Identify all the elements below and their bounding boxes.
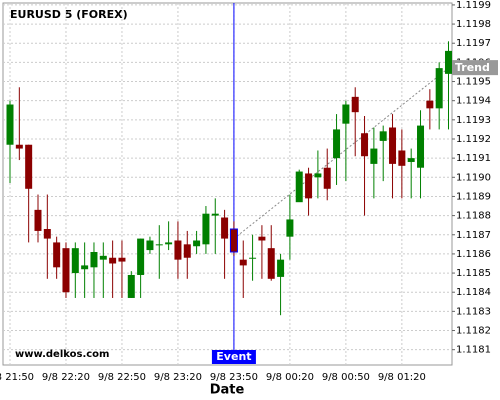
- y-tick-label: 1.1188: [456, 211, 491, 222]
- event-label-box: [211, 350, 256, 364]
- candle-body: [211, 213, 219, 216]
- candle-body: [71, 248, 79, 274]
- x-tick-label: 9/8 00:20: [266, 372, 314, 383]
- y-tick-label: 1.1190: [456, 172, 491, 183]
- candle-body: [221, 217, 229, 239]
- candle-body: [15, 144, 23, 149]
- trend-label-box: [452, 60, 498, 76]
- y-tick-label: 1.1187: [456, 230, 491, 241]
- y-tick-label: 1.1184: [456, 287, 491, 298]
- y-tick-label: 1.1192: [456, 134, 491, 145]
- y-tick-label: 1.1193: [456, 115, 491, 126]
- candle-body: [81, 265, 89, 270]
- candle-body: [333, 129, 341, 159]
- candle-body: [174, 240, 182, 260]
- candle-body: [118, 257, 126, 262]
- y-tick-label: 1.1199: [456, 0, 491, 11]
- x-axis-label: Date: [210, 383, 245, 398]
- candle-body: [62, 248, 70, 293]
- candle-body: [361, 133, 369, 157]
- candle-body: [314, 173, 322, 178]
- candle-body: [277, 259, 285, 277]
- candle-body: [109, 257, 117, 264]
- candle-body: [351, 96, 359, 113]
- candle-body: [25, 144, 33, 189]
- candle-body: [183, 244, 191, 258]
- y-tick-label: 1.1195: [456, 77, 491, 88]
- x-tick-label: 9/8 23:20: [154, 372, 202, 383]
- candle-body: [258, 236, 266, 241]
- candle-body: [155, 244, 163, 246]
- candle-body: [370, 148, 378, 164]
- candle-body: [426, 100, 434, 109]
- candle-body: [445, 50, 453, 74]
- trend-label: Trend: [455, 61, 490, 74]
- y-tick-label: 1.1198: [456, 19, 491, 30]
- y-tick-label: 1.1181: [456, 345, 491, 356]
- candle-body: [193, 240, 201, 247]
- x-tick-label: 9/8 01:20: [378, 372, 426, 383]
- candle-body: [239, 259, 247, 266]
- candle-body: [286, 219, 294, 237]
- x-tick-label: 9/8 22:20: [42, 372, 90, 383]
- y-tick-label: 1.1182: [456, 326, 491, 337]
- candle-body: [202, 213, 210, 245]
- y-tick-label: 1.1191: [456, 153, 491, 164]
- candle-body: [165, 242, 173, 245]
- candle-body: [127, 274, 135, 298]
- candle-body: [43, 229, 51, 239]
- x-tick-label: 9/8 21:50: [0, 372, 34, 383]
- y-tick-label: 1.1194: [456, 96, 491, 107]
- y-tick-label: 1.1183: [456, 306, 491, 317]
- candle-body: [398, 150, 406, 166]
- x-tick-label: 9/8 22:50: [98, 372, 146, 383]
- candle-body: [389, 127, 397, 164]
- candle-body: [305, 173, 313, 199]
- y-tick-label: 1.1189: [456, 191, 491, 202]
- candle-body: [249, 257, 257, 259]
- candle-body: [146, 240, 154, 251]
- candle-body: [379, 131, 387, 141]
- candle-body: [90, 251, 98, 268]
- candle-body: [6, 104, 14, 145]
- trend-line: [233, 67, 449, 239]
- candle-body: [137, 238, 145, 275]
- candle-body: [435, 68, 443, 109]
- candle-body: [342, 104, 350, 124]
- watermark: www.delkos.com: [15, 349, 109, 360]
- candle-body: [99, 255, 107, 260]
- candle-body: [323, 167, 331, 189]
- candle-body: [295, 171, 303, 203]
- candle-body: [407, 158, 415, 162]
- event-label: Event: [216, 350, 251, 363]
- y-tick-label: 1.1186: [456, 249, 491, 260]
- y-tick-label: 1.1197: [456, 38, 491, 49]
- y-tick-label: 1.1185: [456, 268, 491, 279]
- plot-frame: [2, 2, 453, 366]
- candle-body: [417, 125, 425, 168]
- x-tick-label: 9/8 00:50: [322, 372, 370, 383]
- chart-title: EURUSD 5 (FOREX): [10, 8, 128, 21]
- candle-body: [53, 242, 61, 268]
- x-tick-label: 9/8 23:50: [210, 372, 258, 383]
- candle-body: [267, 248, 275, 279]
- candle-body: [229, 228, 238, 253]
- candle-body: [34, 209, 42, 231]
